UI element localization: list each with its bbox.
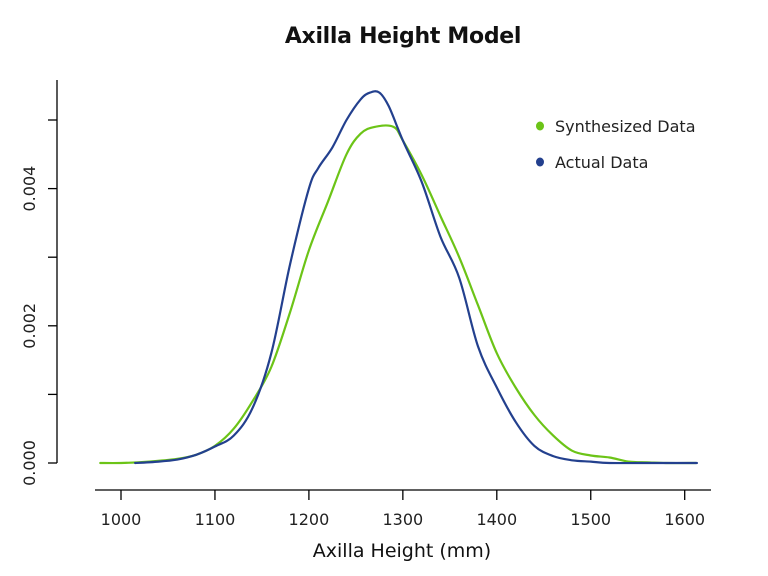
y-tick-label: 0.004 (20, 166, 39, 212)
y-tick-label: 0.002 (20, 303, 39, 349)
x-tick-label: 1100 (195, 510, 236, 529)
synthesized-data-legend-marker-icon (536, 121, 544, 131)
synthesized-data-curve (99, 124, 698, 465)
x-axis-title: Axilla Height (mm) (313, 540, 491, 562)
actual-data-legend-label: Actual Data (555, 153, 648, 172)
x-tick-label: 1000 (101, 510, 142, 529)
chart-title: Axilla Height Model (284, 24, 522, 49)
synthesized-data-legend-label: Synthesized Data (555, 117, 696, 136)
x-tick-label: 1500 (570, 510, 611, 529)
x-tick-label: 1300 (382, 510, 423, 529)
legend: Synthesized Data Actual Data (536, 117, 696, 172)
y-tick-label: 0.000 (20, 440, 39, 486)
x-axis: 1000 1100 1200 1300 1400 1500 1600 (95, 489, 711, 529)
x-tick-label: 1600 (664, 510, 705, 529)
x-tick-label: 1400 (476, 510, 517, 529)
x-tick-label: 1200 (289, 510, 330, 529)
actual-data-curve (134, 90, 698, 465)
actual-data-legend-marker-icon (536, 157, 544, 167)
plot-series (99, 90, 698, 465)
y-axis: 0.000 0.002 0.004 (20, 80, 58, 486)
